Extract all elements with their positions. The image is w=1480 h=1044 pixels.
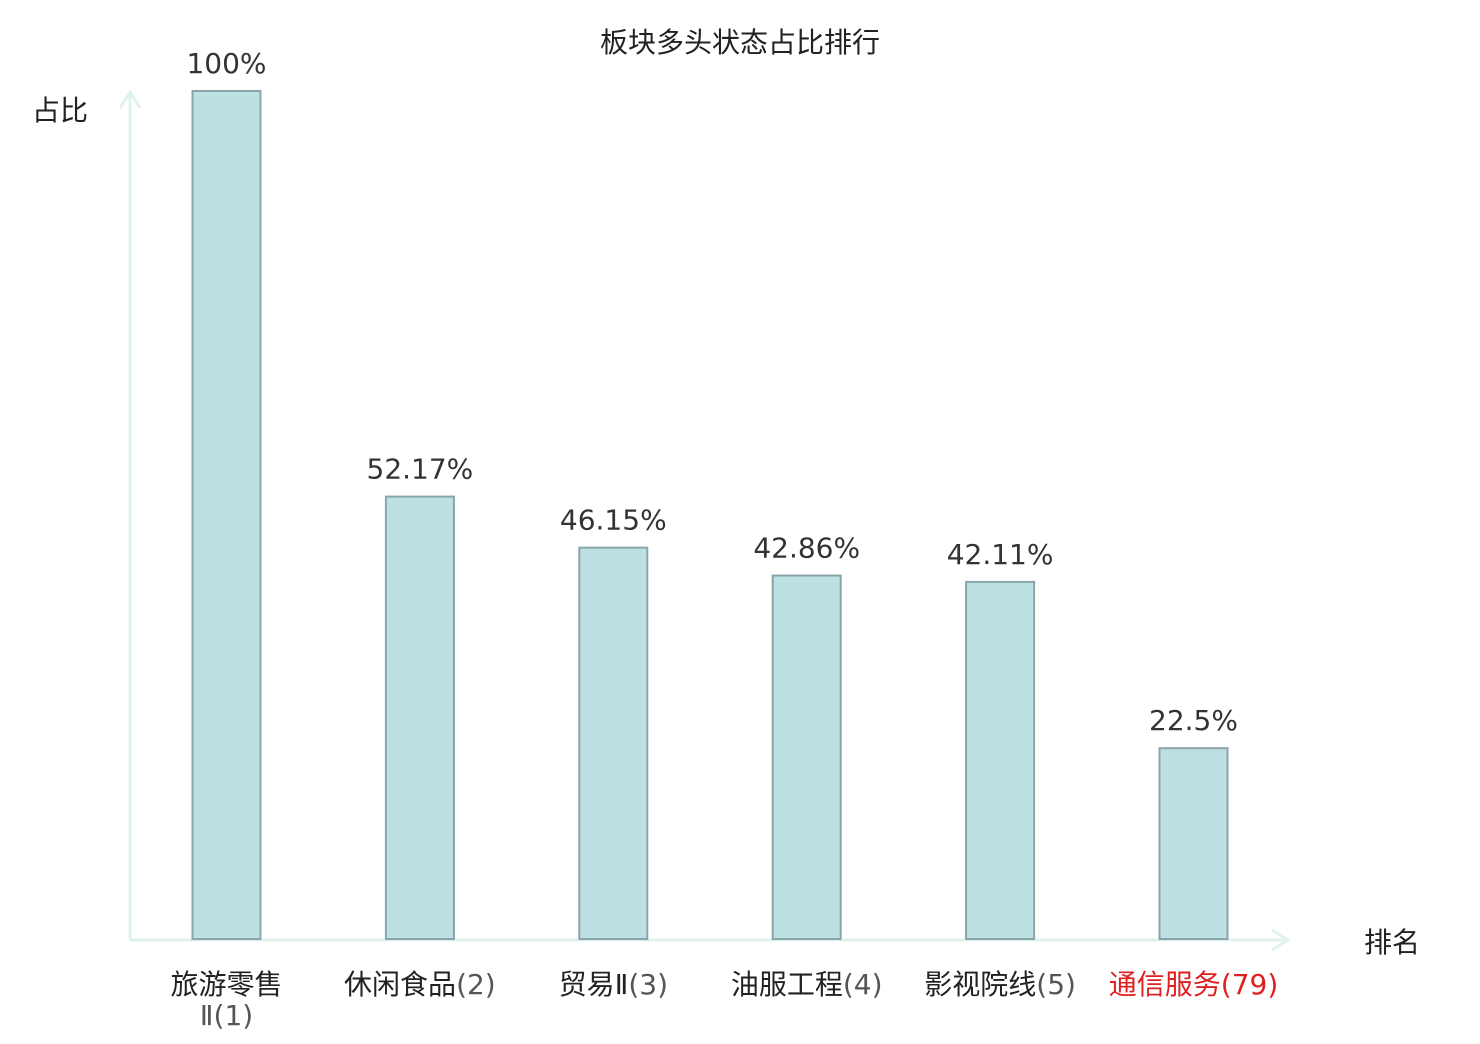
bar (384, 495, 455, 940)
bar-value-label: 100% (186, 47, 266, 80)
bar (578, 546, 649, 940)
bar-value-label: 42.11% (947, 538, 1054, 571)
bar (771, 574, 842, 940)
x-tick-label: 油服工程(4) (731, 968, 883, 1001)
x-axis-arrowhead (1271, 928, 1291, 952)
y-axis-label: 占比 (32, 94, 88, 127)
x-tick-label: 影视院线(5) (924, 968, 1076, 1001)
bar-value-label: 52.17% (367, 453, 474, 486)
x-axis (130, 928, 1291, 952)
x-tick-label: 旅游零售 Ⅱ(1) (170, 968, 282, 1032)
bar (965, 580, 1036, 941)
x-axis-label: 排名 (1364, 926, 1420, 959)
bar-value-label: 46.15% (560, 504, 667, 537)
y-axis-arrowhead (118, 89, 142, 109)
x-tick-label: 休闲食品(2) (344, 968, 496, 1001)
y-axis (118, 89, 142, 940)
bar-value-label: 22.5% (1149, 704, 1238, 737)
bar (1158, 747, 1229, 941)
bar (191, 90, 262, 940)
value-labels-group: 100% 52.17% 46.15% 42.86% 42.11% 22.5% (186, 47, 1238, 737)
bars-group (191, 90, 1229, 941)
category-labels-group: 旅游零售 Ⅱ(1) 休闲食品(2) 贸易Ⅱ(3) 油服工程(4) 影视院线(5) 通信服务(… (170, 968, 1278, 1032)
x-tick-label: 贸易Ⅱ(3) (559, 968, 668, 1001)
x-tick-label: 通信服务(79) (1109, 968, 1279, 1001)
chart-title: 板块多头状态占比排行 (600, 26, 880, 59)
bar-value-label: 42.86% (753, 532, 860, 565)
